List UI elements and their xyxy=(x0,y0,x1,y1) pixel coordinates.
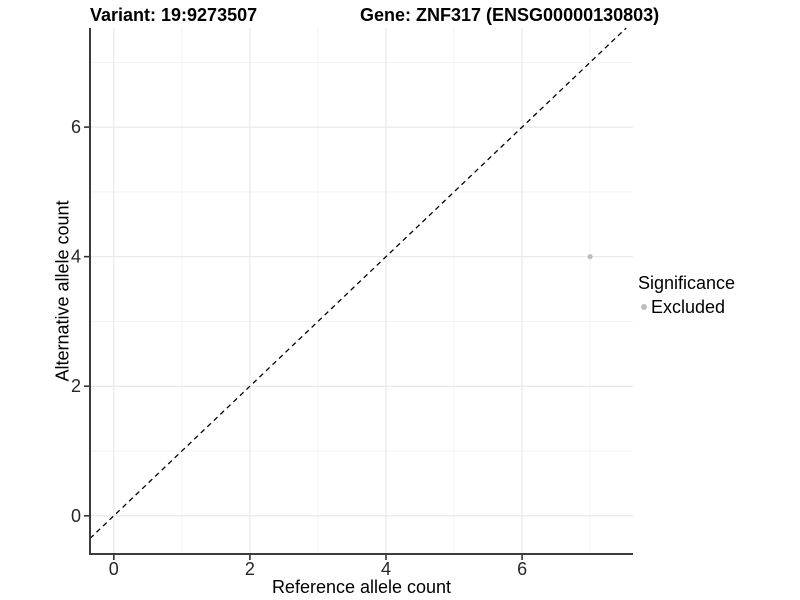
identity-line xyxy=(89,27,627,539)
y-tick-label: 2 xyxy=(71,376,81,396)
plot-title-gene: Gene: ZNF317 (ENSG00000130803) xyxy=(360,5,660,25)
y-tick-label: 4 xyxy=(71,247,81,267)
x-axis-label: Reference allele count xyxy=(271,577,452,597)
legend-title: Significance xyxy=(638,273,736,293)
legend: Significance Excluded xyxy=(636,272,735,318)
legend-item-excluded: Excluded xyxy=(636,296,735,318)
y-tick-label: 0 xyxy=(71,506,81,526)
plot-title-variant: Variant: 19:9273507 xyxy=(90,5,258,25)
legend-key xyxy=(636,300,651,315)
x-tick-label: 4 xyxy=(381,559,391,579)
x-tick-label: 2 xyxy=(245,559,255,579)
legend-item-label: Excluded xyxy=(651,296,726,317)
y-axis-label: Alternative allele count xyxy=(52,200,73,382)
x-tick-label: 6 xyxy=(517,559,527,579)
y-tick-label: 6 xyxy=(71,117,81,137)
data-point xyxy=(587,254,593,260)
x-tick-label: 0 xyxy=(109,559,119,579)
excluded-point-icon xyxy=(640,304,647,310)
